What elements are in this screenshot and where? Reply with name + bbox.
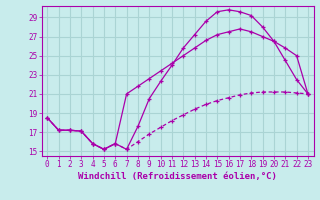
- X-axis label: Windchill (Refroidissement éolien,°C): Windchill (Refroidissement éolien,°C): [78, 172, 277, 181]
